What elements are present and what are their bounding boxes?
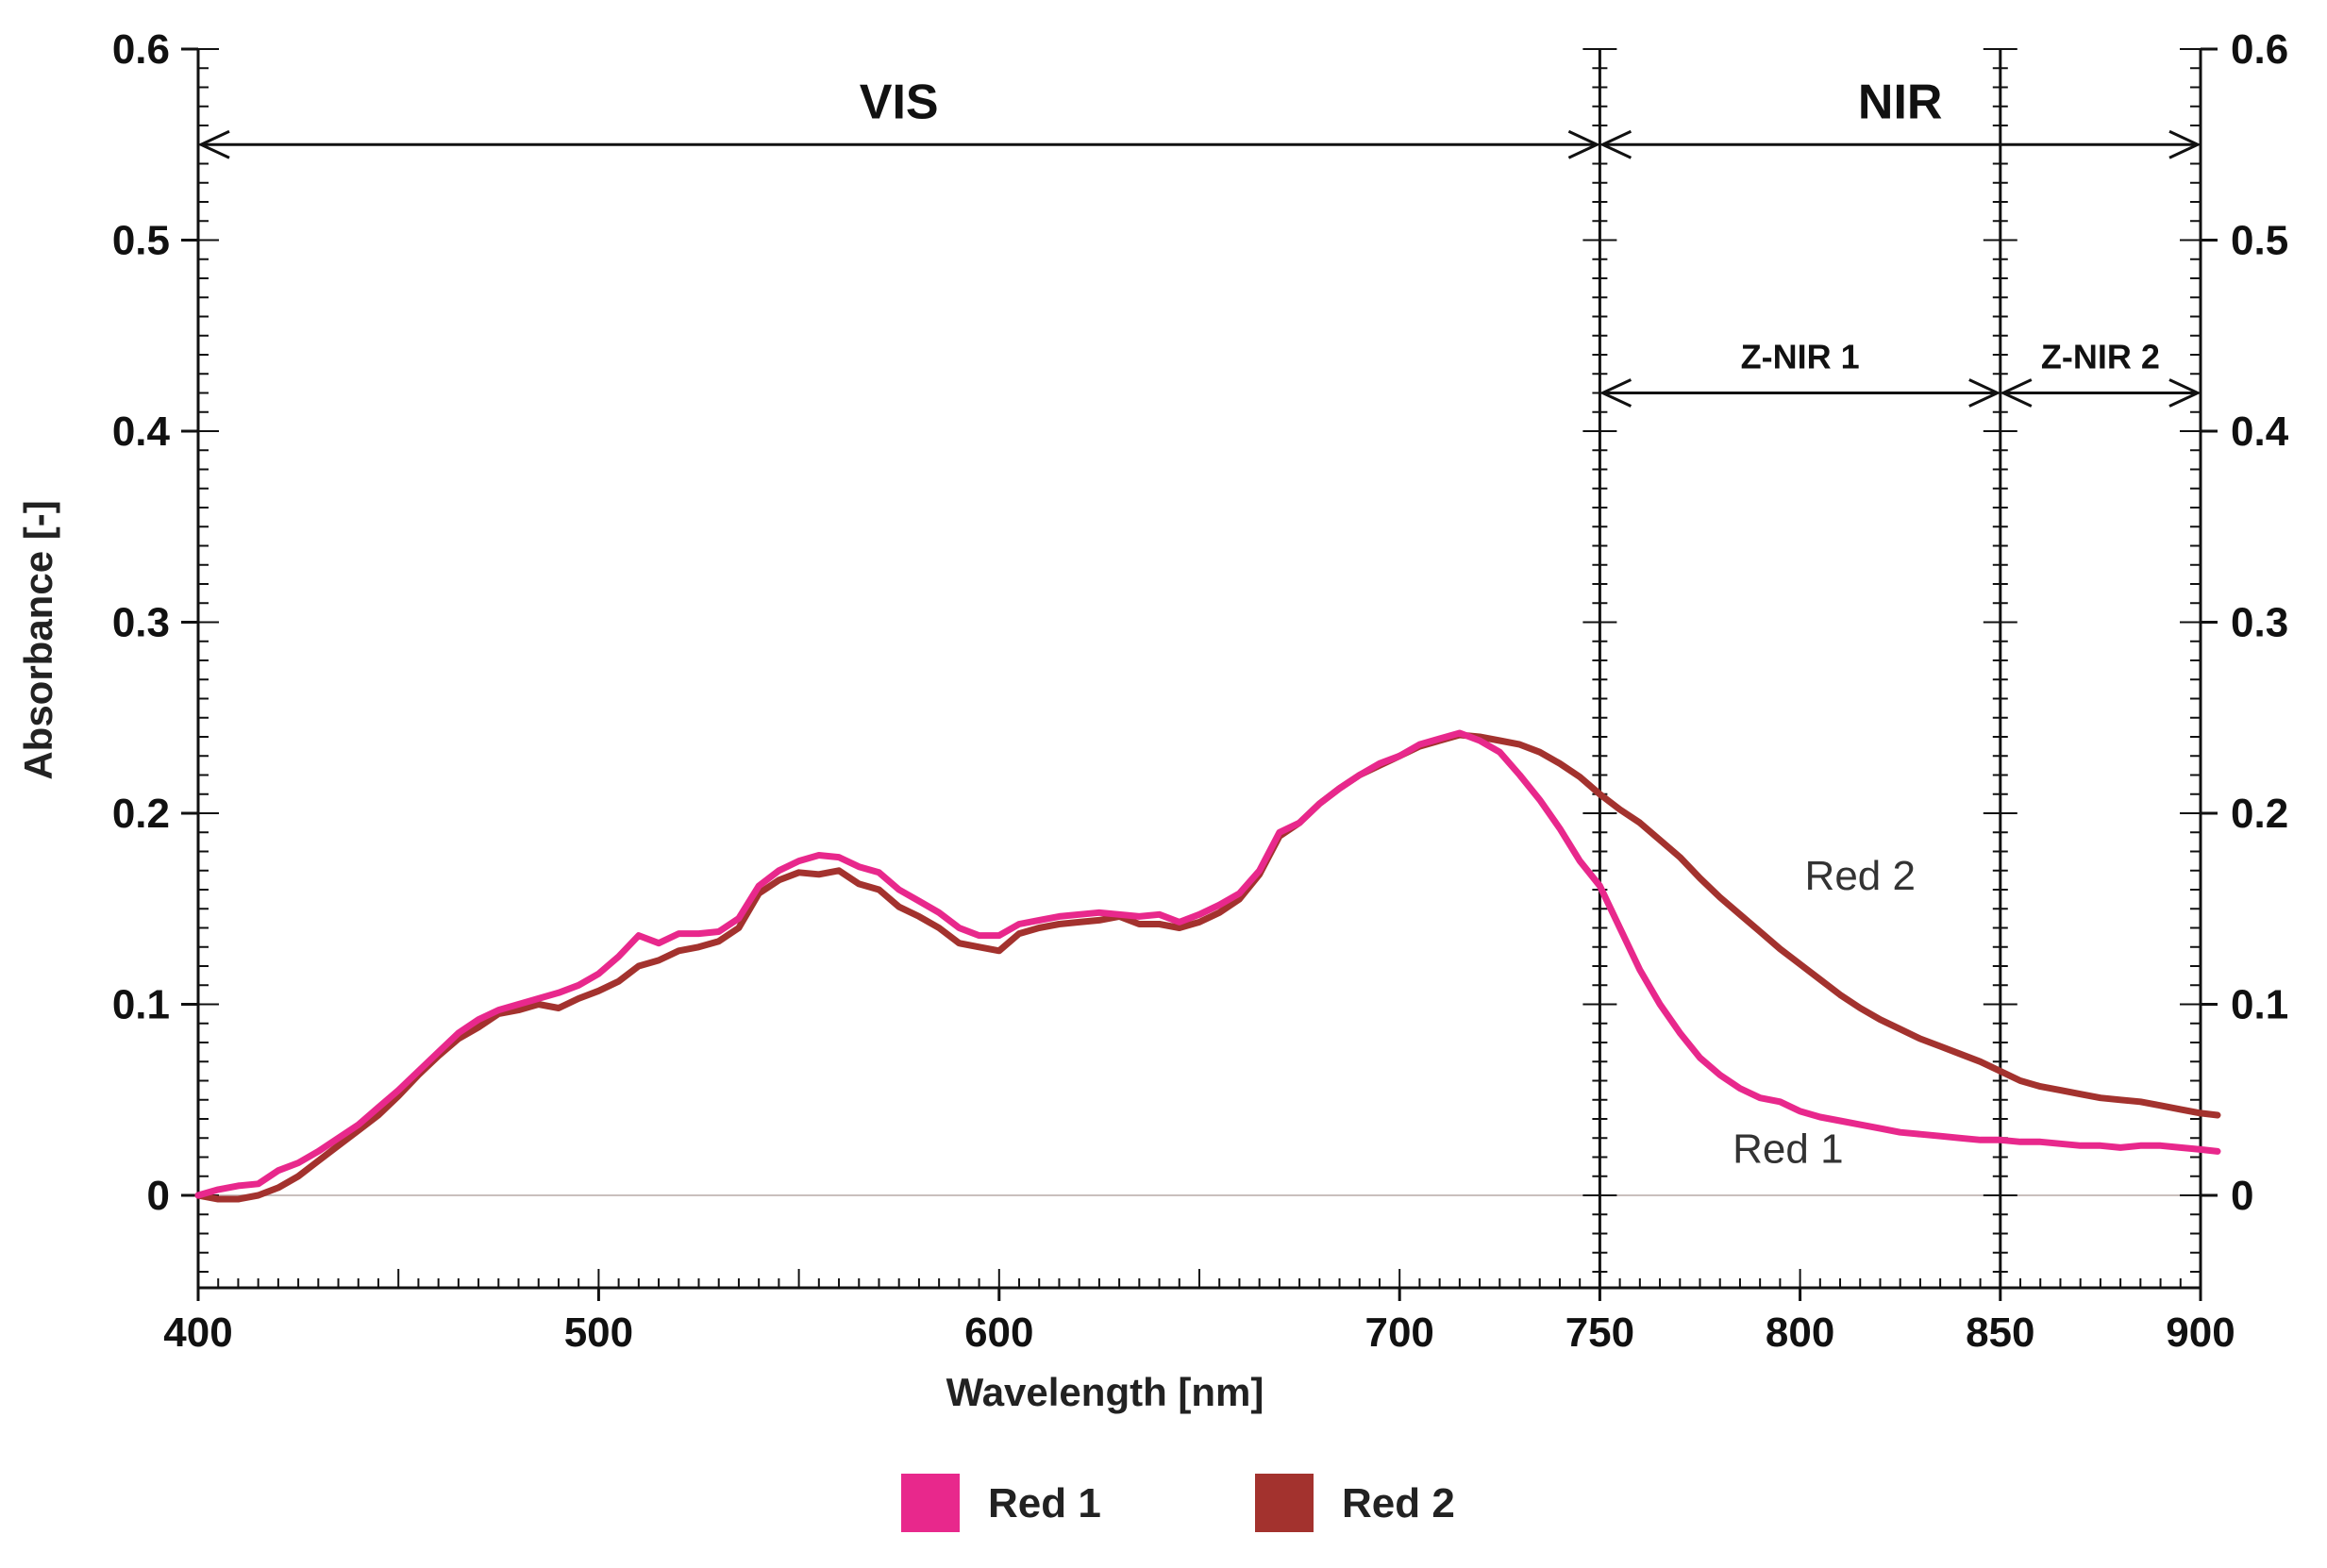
regions-layer: [197, 48, 2201, 1288]
x-tick-label: 800: [1766, 1309, 1834, 1356]
arrow-head-left: [197, 129, 230, 159]
region-label: NIR: [1858, 75, 1943, 129]
y-tick-label-left: 0.6: [112, 26, 170, 73]
x-tick-label: 600: [964, 1309, 1033, 1356]
region-arrow-z-nir-1: [1599, 378, 2001, 408]
y-tick-label-left: 0.1: [112, 982, 170, 1028]
x-tick-label: 400: [163, 1309, 232, 1356]
legend-swatch-red-1: [901, 1474, 960, 1532]
y-axis-title: Absorbance [-]: [16, 500, 60, 779]
y-tick-label-left: 0.4: [112, 409, 171, 455]
arrow-head-left: [2000, 378, 2033, 408]
region-arrow-z-nir-2: [2000, 378, 2201, 408]
series-annotation: Red 1: [1733, 1126, 1843, 1173]
y-tick-label-right: 0.1: [2231, 982, 2288, 1028]
y-tick-label-left: 0: [147, 1173, 170, 1219]
series-layer: [194, 729, 2221, 1203]
arrow-head-right: [1567, 129, 1600, 159]
region-label: VIS: [860, 75, 939, 129]
arrow-head-right: [2168, 129, 2201, 159]
x-tick-label: 900: [2166, 1309, 2235, 1356]
y-tick-label-right: 0.2: [2231, 791, 2288, 837]
x-tick-label: 500: [564, 1309, 633, 1356]
arrow-head-left: [1599, 378, 1632, 408]
arrow-head-right: [1968, 378, 2001, 408]
x-tick-label: 850: [1966, 1309, 2034, 1356]
series-line-red-1: [194, 729, 2221, 1199]
x-axis-title: Wavelength [nm]: [946, 1370, 1264, 1414]
arrow-head-right: [2168, 378, 2201, 408]
y-tick-label-left: 0.5: [112, 218, 170, 264]
legend: Red 1 Red 2: [901, 1474, 1455, 1532]
region-label: Z-NIR 2: [2041, 338, 2160, 376]
region-label: Z-NIR 1: [1741, 338, 1860, 376]
series-line-red-2: [194, 731, 2221, 1203]
region-arrow-vis: [197, 129, 1600, 159]
labels-layer: 0 0 0.1 0.1 0.2 0.2 0.3 0.3 0.4 0.4 0.5 0.5 0.6 0.6 40…: [16, 26, 2289, 1414]
x-tick-label: 750: [1565, 1309, 1634, 1356]
x-tick-label: 700: [1364, 1309, 1433, 1356]
y-tick-label-left: 0.3: [112, 600, 170, 646]
axes-layer: [181, 47, 2218, 1301]
y-tick-label-right: 0.4: [2231, 409, 2289, 455]
y-tick-label-right: 0.3: [2231, 600, 2288, 646]
y-tick-label-right: 0: [2231, 1173, 2253, 1219]
legend-label: Red 1: [988, 1480, 1101, 1526]
legend-swatch-red-2: [1255, 1474, 1314, 1532]
y-tick-label-left: 0.2: [112, 791, 170, 837]
series-annotation: Red 2: [1805, 853, 1916, 899]
y-tick-label-right: 0.6: [2231, 26, 2288, 73]
y-tick-label-right: 0.5: [2231, 218, 2288, 264]
legend-label: Red 2: [1342, 1480, 1455, 1526]
arrow-head-left: [1599, 129, 1632, 159]
region-arrow-nir: [1599, 129, 2201, 159]
